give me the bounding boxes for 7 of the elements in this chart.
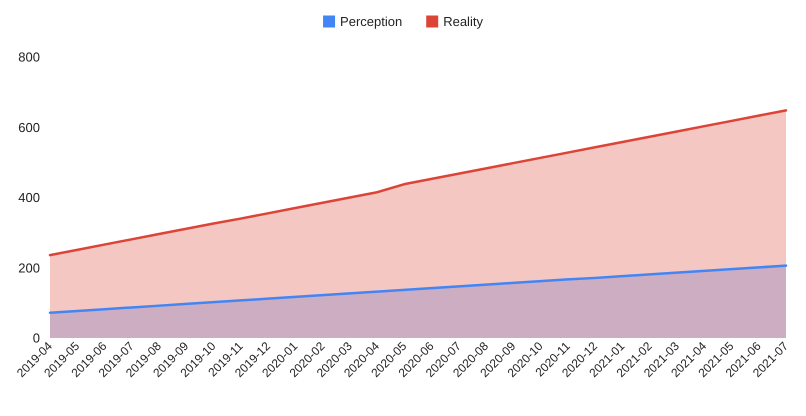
y-tick-label: 200 — [18, 260, 40, 276]
y-tick-label: 800 — [18, 50, 40, 64]
y-tick-label: 400 — [18, 190, 40, 205]
legend-label: Reality — [443, 14, 484, 29]
legend-label: Perception — [340, 14, 402, 29]
y-tick-label: 600 — [18, 120, 40, 135]
y-tick-label: 0 — [32, 330, 40, 346]
